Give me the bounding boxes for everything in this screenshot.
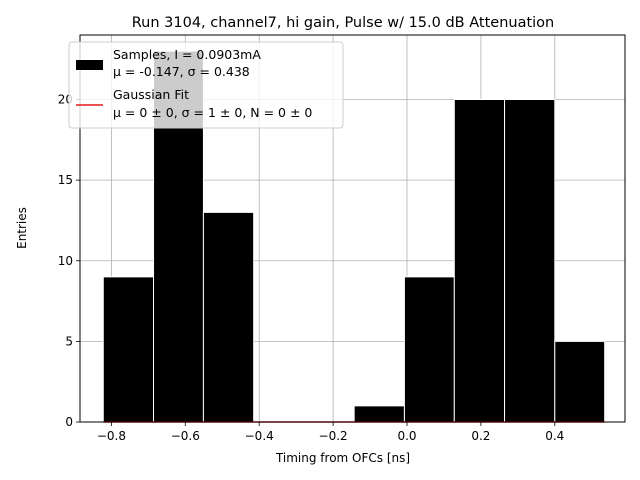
histogram-bar	[403, 276, 455, 423]
x-tick-label: 0.0	[397, 429, 416, 443]
x-tick-label: −0.6	[171, 429, 200, 443]
legend-fit-label-line2: μ = 0 ± 0, σ = 1 ± 0, N = 0 ± 0	[113, 105, 312, 120]
y-tick-label: 15	[58, 173, 73, 187]
x-axis-label: Timing from OFCs [ns]	[275, 451, 410, 465]
legend-samples-label-line2: μ = -0.147, σ = 0.438	[113, 64, 250, 79]
legend-box	[68, 41, 344, 129]
chart-title: Run 3104, channel7, hi gain, Pulse w/ 15…	[132, 15, 555, 31]
legend: Samples, I = 0.0903mA μ = -0.147, σ = 0.…	[68, 41, 344, 129]
x-tick-label: 0.4	[545, 429, 564, 443]
x-axis: −0.8 −0.6 −0.4 −0.2 0.0 0.2 0.4	[97, 422, 564, 443]
y-tick-label: 5	[65, 334, 73, 348]
legend-samples-swatch	[76, 60, 103, 70]
histogram-bar	[202, 211, 255, 423]
y-tick-label: 0	[65, 415, 73, 429]
x-tick-label: −0.8	[97, 429, 126, 443]
x-tick-label: −0.4	[245, 429, 274, 443]
histogram-bar	[554, 340, 606, 423]
histogram-bar	[102, 276, 155, 423]
x-tick-label: −0.2	[319, 429, 348, 443]
y-tick-label: 10	[58, 254, 73, 268]
legend-samples-label-line1: Samples, I = 0.0903mA	[113, 47, 261, 62]
histogram-bar	[504, 99, 556, 423]
histogram-bar	[353, 405, 405, 423]
y-axis-label: Entries	[15, 207, 29, 249]
histogram-bar	[453, 99, 506, 423]
plot-frame	[79, 34, 626, 423]
legend-fit-label-line1: Gaussian Fit	[113, 87, 189, 102]
x-tick-label: 0.2	[471, 429, 490, 443]
